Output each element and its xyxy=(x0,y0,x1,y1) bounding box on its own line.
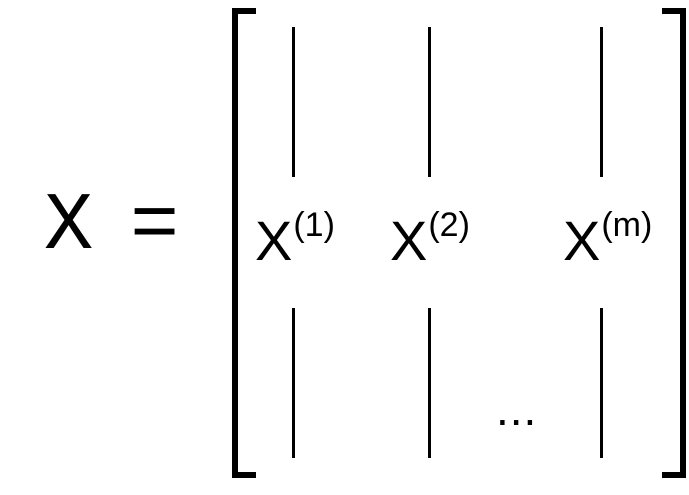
column-2-superscript: (2) xyxy=(428,206,470,244)
column-2-upper-line xyxy=(428,27,431,177)
column-m-upper-line xyxy=(600,27,603,177)
column-1-label: X(1) xyxy=(255,208,335,269)
column-2-label: X(2) xyxy=(390,208,470,269)
column-m-lower-line xyxy=(600,308,603,458)
ellipsis: ... xyxy=(496,383,538,435)
column-1-base: X xyxy=(255,209,293,272)
left-bracket xyxy=(232,8,256,478)
column-2-lower-line xyxy=(428,308,431,458)
column-2-base: X xyxy=(390,209,428,272)
column-1-lower-line xyxy=(292,308,295,458)
column-m-label: X(m) xyxy=(563,208,652,269)
matrix-symbol: X xyxy=(44,180,96,273)
right-bracket xyxy=(662,8,686,478)
column-m-superscript: (m) xyxy=(601,206,653,244)
column-m-base: X xyxy=(563,209,601,272)
column-1-upper-line xyxy=(292,27,295,177)
column-1-superscript: (1) xyxy=(293,206,335,244)
equals-sign: = xyxy=(130,180,180,273)
